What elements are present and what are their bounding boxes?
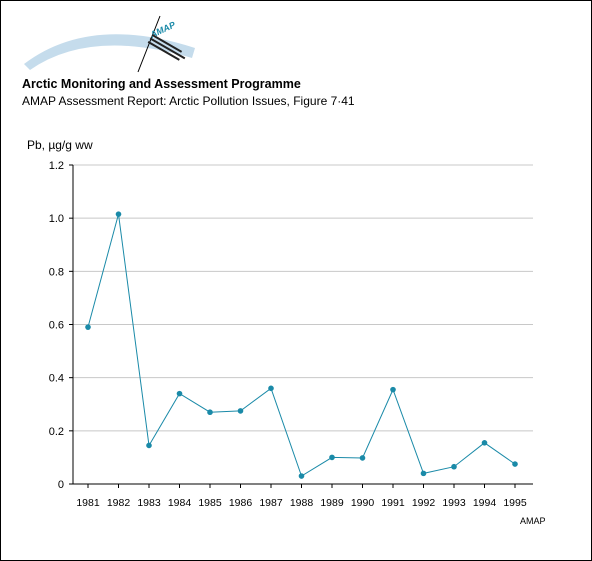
- footer-credit: AMAP: [520, 516, 546, 526]
- data-point: [390, 386, 396, 393]
- data-point: [115, 211, 122, 217]
- x-tick-label: 1993: [442, 497, 466, 509]
- organization-title: Arctic Monitoring and Assessment Program…: [22, 77, 301, 91]
- y-tick-labels: 0 0.2 0.4 0.6 0.8 1.0 1.2: [49, 160, 73, 491]
- x-tick-label: 1984: [168, 497, 192, 509]
- data-point: [359, 455, 366, 461]
- amap-logo: AMAP: [24, 15, 195, 73]
- y-tick-label: 0.6: [49, 320, 64, 332]
- x-tick-label: 1985: [198, 497, 222, 509]
- data-point: [207, 409, 213, 416]
- data-point: [451, 463, 457, 470]
- x-tick-label: 1987: [259, 497, 283, 509]
- x-tick-label: 1983: [137, 497, 161, 509]
- data-point: [146, 442, 152, 449]
- data-point: [481, 439, 488, 446]
- x-tick-label: 1989: [320, 497, 344, 509]
- figure-subtitle: AMAP Assessment Report: Arctic Pollution…: [22, 94, 355, 108]
- y-tick-label: 0.2: [49, 426, 64, 438]
- data-point: [85, 324, 91, 330]
- y-axis-label: Pb, µg/g ww: [27, 138, 93, 152]
- y-tick-label: 0: [58, 479, 64, 491]
- grid-lines: [73, 164, 533, 432]
- x-tick-label: 1995: [503, 497, 527, 509]
- data-point: [237, 408, 244, 414]
- x-tick-label: 1982: [107, 497, 131, 509]
- x-tick-label: 1986: [229, 497, 253, 509]
- y-tick-label: 1.2: [49, 160, 64, 172]
- x-tick-label: 1988: [290, 497, 314, 509]
- y-tick-label: 0.4: [49, 373, 64, 385]
- logo-slash: [137, 15, 161, 73]
- x-tick-label: 1992: [412, 497, 436, 509]
- data-point: [420, 470, 427, 477]
- data-point: [298, 473, 305, 479]
- x-tick-label: 1981: [76, 497, 100, 509]
- x-tick-label: 1994: [473, 497, 497, 509]
- data-point: [329, 454, 335, 461]
- y-tick-label: 1.0: [49, 213, 64, 225]
- series-line: [87, 214, 516, 477]
- data-point: [176, 390, 183, 397]
- x-tick-label: 1991: [381, 497, 405, 509]
- x-tick-label: 1990: [351, 497, 375, 509]
- data-series: [85, 211, 518, 479]
- data-point: [512, 461, 518, 467]
- x-tick-labels: 1981 1982 1983 1984 1985 1986 1987 1988 1989 1990…: [76, 484, 527, 509]
- logo-small-print: [147, 34, 186, 61]
- y-tick-label: 0.8: [49, 266, 64, 278]
- data-point: [268, 385, 274, 392]
